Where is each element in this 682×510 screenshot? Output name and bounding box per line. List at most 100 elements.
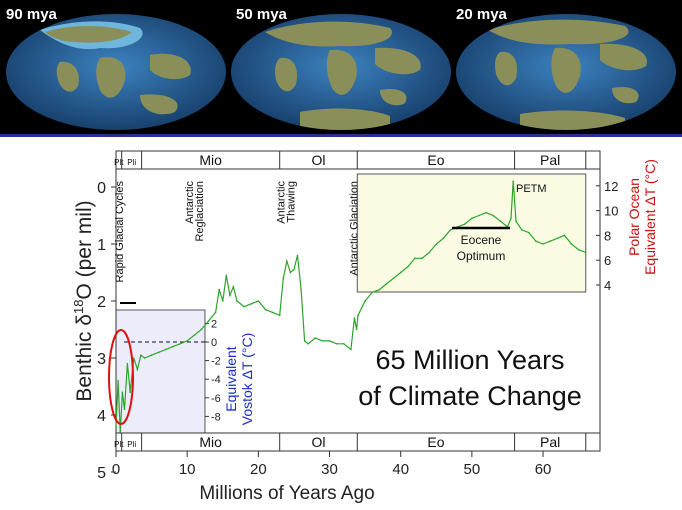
data-point [207,320,210,322]
y-tick-label: 5 [97,465,106,482]
data-point [378,288,381,291]
data-point [335,342,338,345]
data-point [278,314,281,317]
data-point [428,251,430,254]
x-tick-label: 0 [112,461,120,478]
data-point [414,257,416,260]
annotation-label: Rapid Glacial Cycles [114,181,126,283]
vostok-background [115,309,206,434]
data-point [342,342,345,345]
data-point [117,380,119,382]
data-point [512,180,514,183]
vostok-axis-label: EquivalentVostok ΔT (°C) [223,333,255,426]
data-point [218,288,221,291]
data-point [535,240,537,242]
y-axis-label: Benthic δ18O (per mil) [71,200,96,401]
data-point [172,345,174,348]
data-point [225,274,228,277]
x-tick-label: 40 [392,461,409,478]
polar-tick-label: 4 [604,278,611,293]
vostok-tick-label: -2 [211,356,221,368]
data-point [286,260,288,262]
x-tick-label: 30 [321,461,338,478]
data-point [520,228,523,231]
data-point [492,214,495,217]
data-point [563,234,566,237]
annotation-label: Antarctic [276,181,288,224]
data-point [282,277,285,279]
y-tick-label: 2 [97,294,106,311]
data-point [303,340,306,342]
data-point [528,231,530,234]
data-point [200,328,203,331]
data-point [499,220,502,222]
polar-tick-label: 12 [604,179,618,194]
data-point [353,317,356,319]
vostok-tick-label: -8 [211,411,221,423]
benthic-d18o-series-line [115,181,587,433]
eocene-label: Eocene [461,233,502,247]
data-point [232,285,235,288]
annotation-label: Antarctic [184,181,196,224]
data-point [314,337,317,339]
data-point [542,243,544,245]
polar-tick-label: 6 [604,253,611,268]
polar-axis: 12 10 8 6 4 [596,179,618,293]
y-tick-label: 0 [97,180,106,197]
y-tick-label: 1 [97,237,106,254]
data-point [570,243,573,245]
globe-strip: 90 mya 50 mya 20 mya [0,0,682,137]
data-point [193,334,196,336]
glacial-cycles-highlight [108,329,134,425]
data-point [463,223,466,225]
epoch-label-plt: Plt [114,440,124,449]
data-point [549,240,551,242]
data-point [289,271,292,274]
data-point [115,425,117,428]
data-point [399,271,402,274]
data-point [293,268,295,271]
y-axis-ticks: 0 1 2 3 4 5 [97,180,116,482]
x-tick-label: 60 [535,461,552,478]
annotation-label: Reglaciation [194,181,206,242]
data-point [143,357,146,359]
vostok-tick-label: 2 [211,318,217,330]
data-point [250,303,253,305]
epoch-label-mio: Mio [199,434,222,450]
data-point [407,266,409,268]
data-point [584,251,587,254]
x-tick-label: 50 [464,461,481,478]
data-point [129,391,132,393]
x-tick-label: 20 [250,461,267,478]
data-point [119,431,122,433]
data-point [392,277,395,279]
data-point [257,300,260,302]
data-point [364,300,366,302]
data-point [296,254,299,257]
data-point [442,237,445,240]
chart-title-line2: of Climate Change [358,381,582,411]
globe-20mya [456,14,676,130]
annotations: Rapid Glacial Cycles AntarcticReglaciatio… [114,181,360,283]
data-point [121,391,124,393]
data-point [435,243,438,245]
epoch-label-eo: Eo [427,152,444,168]
data-point [577,248,580,251]
data-point [157,351,160,354]
data-point [264,308,267,311]
data-point [150,354,153,356]
data-point [449,228,452,231]
annotation-label: Antarctic Glaciation [348,181,360,276]
data-point [140,354,142,356]
data-point [243,305,245,308]
data-point [485,211,487,214]
vostok-axis: 2 0 -2 -4 -6 -8 [204,318,221,423]
data-point [186,340,188,342]
x-axis-ticks: 0 10 20 30 40 50 60 [112,451,552,478]
data-point [471,217,473,220]
epoch-label-pal: Pal [540,434,560,450]
data-point [132,357,135,359]
vostok-tick-label: 0 [211,337,217,349]
epoch-label-pli: Pli [127,158,136,167]
